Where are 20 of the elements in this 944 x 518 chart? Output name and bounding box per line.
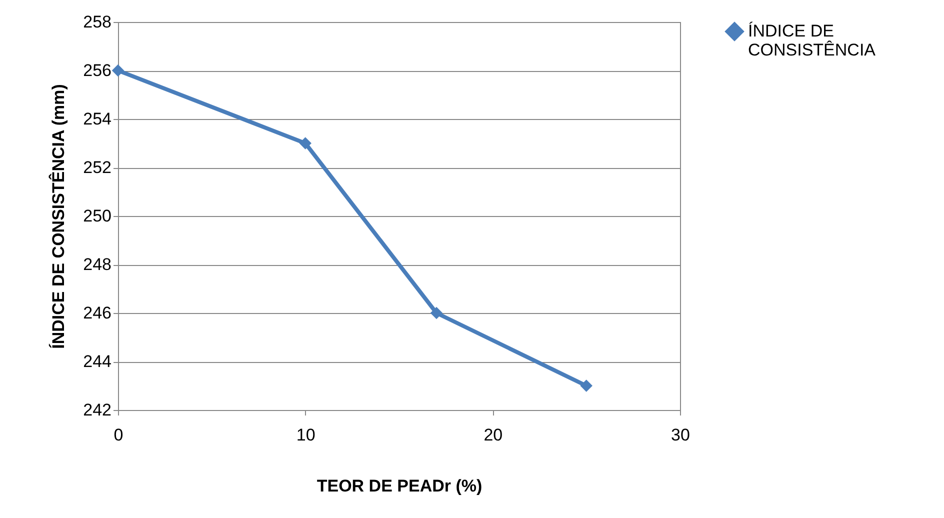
point	[580, 380, 592, 392]
x-tick-label: 20	[484, 426, 503, 444]
y-tick-label: 252	[83, 158, 112, 177]
y-tick-label: 256	[83, 61, 112, 80]
x-tick-label: 10	[296, 426, 316, 444]
x-axis-title: TEOR DE PEADr (%)	[316, 476, 482, 496]
y-tick-label: 254	[83, 110, 112, 128]
legend-label: ÍNDICE DE CONSISTÊNCIA	[748, 22, 876, 60]
x-tick-label: 30	[671, 426, 690, 444]
y-tick-label: 248	[83, 255, 112, 274]
y-tick-label: 244	[83, 352, 112, 371]
x-tick-label: 0	[114, 426, 124, 444]
y-axis-title: ÍNDICE DE CONSISTÊNCIA (mm)	[48, 84, 68, 349]
y-tick-label: 250	[83, 206, 112, 226]
y-tick-label: 242	[83, 400, 112, 420]
point	[430, 306, 443, 320]
point	[112, 64, 124, 77]
y-tick-label: 258	[83, 12, 112, 32]
point	[299, 137, 312, 150]
y-tick-label: 246	[83, 304, 112, 322]
